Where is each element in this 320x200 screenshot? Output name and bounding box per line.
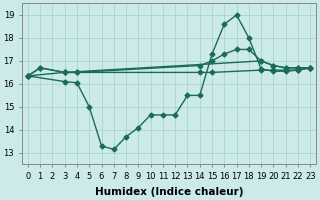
- X-axis label: Humidex (Indice chaleur): Humidex (Indice chaleur): [95, 187, 243, 197]
